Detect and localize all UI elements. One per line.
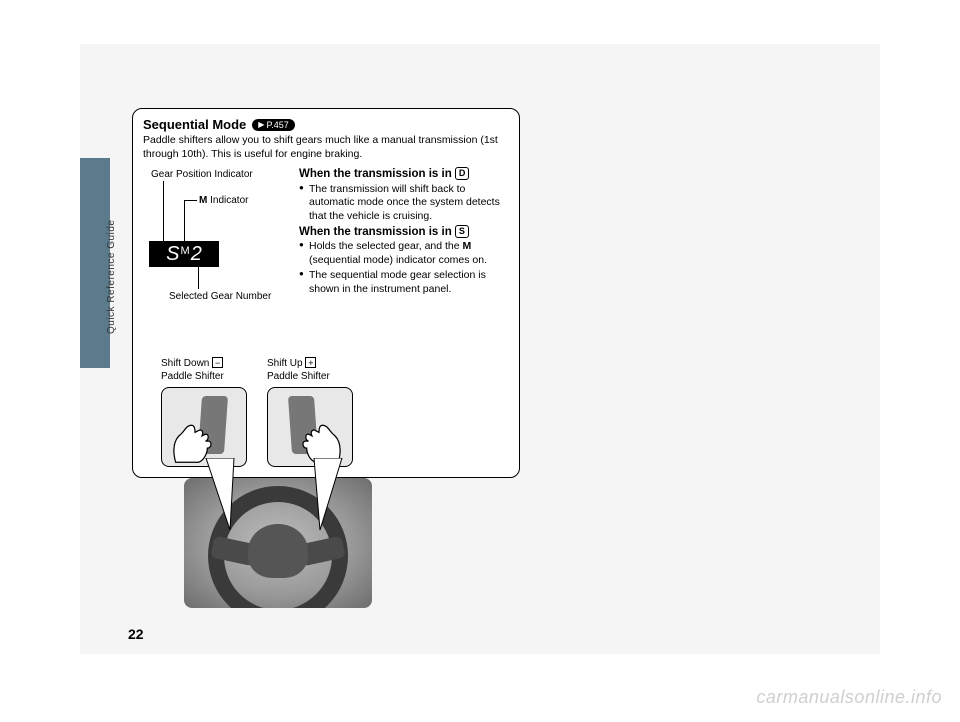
sequential-mode-panel: Sequential Mode ▶ P.457 Paddle shifters … [132, 108, 520, 478]
page-reference-text: P.457 [266, 120, 288, 130]
gear-m-superscript: M [181, 246, 190, 257]
badge-d: D [455, 167, 470, 180]
pointer-icon: ▶ [258, 120, 264, 129]
minus-icon: − [212, 357, 223, 368]
paddle-up-label: Shift Up + Paddle Shifter [267, 357, 359, 383]
page-number: 22 [128, 626, 144, 642]
bullet-s-2: The sequential mode gear selection is sh… [299, 269, 509, 296]
paddle-down-image [161, 387, 247, 467]
paddle-down-block: Shift Down − Paddle Shifter [161, 357, 253, 467]
title-row: Sequential Mode ▶ P.457 [143, 117, 509, 132]
panel-title: Sequential Mode [143, 117, 246, 132]
callout-gear-position-indicator: Gear Position Indicator [151, 169, 253, 180]
mode-descriptions: When the transmission is in D The transm… [299, 167, 509, 298]
section-label: Quick Reference Guide [106, 174, 119, 334]
paddle-shifter-section: Shift Down − Paddle Shifter Shift Up + P… [161, 357, 359, 467]
gear-display: S M 2 [149, 241, 219, 267]
callout-selected-gear-number: Selected Gear Number [169, 291, 271, 302]
paddle-down-label: Shift Down − Paddle Shifter [161, 357, 253, 383]
bullet-s-1: Holds the selected gear, and the M (sequ… [299, 240, 509, 267]
heading-transmission-s: When the transmission is in S [299, 225, 509, 239]
badge-s: S [455, 225, 469, 238]
bullet-d-1: The transmission will shift back to auto… [299, 183, 509, 223]
heading-transmission-d: When the transmission is in D [299, 167, 509, 181]
bullets-s: Holds the selected gear, and the M (sequ… [299, 240, 509, 296]
indicator-diagram: Gear Position Indicator M Indicator S M … [143, 167, 291, 298]
intro-text: Paddle shifters allow you to shift gears… [143, 134, 509, 161]
paddle-up-image [267, 387, 353, 467]
steering-wheel-image [184, 478, 372, 608]
page-reference-badge: ▶ P.457 [252, 119, 295, 131]
watermark: carmanualsonline.info [756, 687, 942, 708]
paddle-up-block: Shift Up + Paddle Shifter [267, 357, 359, 467]
gear-mode-letter: S [166, 244, 179, 264]
bullets-d: The transmission will shift back to auto… [299, 183, 509, 223]
plus-icon: + [305, 357, 316, 368]
callout-m-indicator: M Indicator [199, 195, 248, 206]
gear-number: 2 [191, 244, 202, 264]
